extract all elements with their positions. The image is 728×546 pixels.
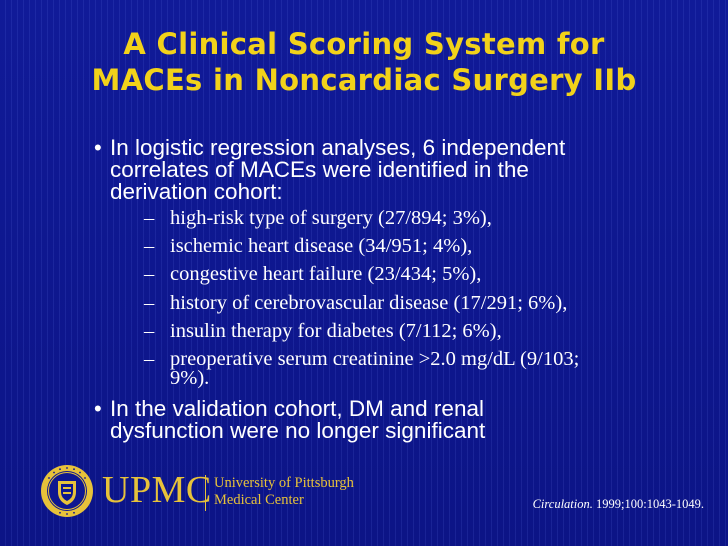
sub-item-text: ischemic heart disease (34/951; 4%), bbox=[170, 235, 473, 257]
logo-divider bbox=[205, 475, 206, 511]
university-seal-icon bbox=[41, 465, 93, 517]
university-line-2: Medical Center bbox=[214, 492, 304, 508]
sub-item-text: insulin therapy for diabetes (7/112; 6%)… bbox=[170, 320, 502, 342]
sub-item-ischemic: – ischemic heart disease (34/951; 4%), bbox=[144, 235, 473, 257]
bullet-marker: • bbox=[94, 135, 102, 160]
sub-item-text: congestive heart failure (23/434; 5%), bbox=[170, 263, 482, 285]
sub-item-chf: – congestive heart failure (23/434; 5%), bbox=[144, 263, 482, 285]
citation-reference: 1999;100:1043-1049. bbox=[592, 497, 704, 511]
sub-item-creatinine: – preoperative serum creatinine >2.0 mg/… bbox=[144, 348, 580, 389]
upmc-logo-text: UPMC bbox=[102, 469, 212, 511]
university-line-1: University of Pittsburgh bbox=[214, 475, 354, 491]
university-name: University of Pittsburgh Medical Center bbox=[214, 475, 354, 509]
bullet-line: In the validation cohort, DM and renal bbox=[110, 396, 484, 421]
bullet-line: derivation cohort: bbox=[110, 179, 283, 204]
dash-marker: – bbox=[144, 348, 155, 370]
bullet-derivation: • In logistic regression analyses, 6 ind… bbox=[94, 135, 566, 204]
citation-journal: Circulation. bbox=[532, 497, 593, 511]
sub-item-text: history of cerebrovascular disease (17/2… bbox=[170, 292, 568, 314]
dash-marker: – bbox=[144, 320, 155, 342]
dash-marker: – bbox=[144, 292, 155, 314]
bullet-marker: • bbox=[94, 396, 102, 421]
bullet-validation: • In the validation cohort, DM and renal… bbox=[94, 396, 486, 443]
dash-marker: – bbox=[144, 207, 155, 229]
sub-item-surgery: – high-risk type of surgery (27/894; 3%)… bbox=[144, 207, 492, 229]
title-line-1: A Clinical Scoring System for bbox=[123, 27, 605, 61]
sub-item-text-continued: 9%). bbox=[170, 367, 210, 389]
bullet-line: In logistic regression analyses, 6 indep… bbox=[110, 135, 566, 160]
sub-item-text: preoperative serum creatinine >2.0 mg/dL… bbox=[170, 348, 580, 370]
dash-marker: – bbox=[144, 263, 155, 285]
bullet-line: dysfunction were no longer significant bbox=[110, 418, 486, 443]
sub-item-cerebrovascular: – history of cerebrovascular disease (17… bbox=[144, 292, 568, 314]
title-line-2: MACEs in Noncardiac Surgery IIb bbox=[91, 63, 637, 97]
sub-item-text: high-risk type of surgery (27/894; 3%), bbox=[170, 207, 492, 229]
sub-item-insulin: – insulin therapy for diabetes (7/112; 6… bbox=[144, 320, 502, 342]
slide-title: A Clinical Scoring System for MACEs in N… bbox=[0, 26, 728, 98]
citation: Circulation. 1999;100:1043-1049. bbox=[533, 497, 704, 512]
bullet-line: correlates of MACEs were identified in t… bbox=[110, 157, 529, 182]
dash-marker: – bbox=[144, 235, 155, 257]
